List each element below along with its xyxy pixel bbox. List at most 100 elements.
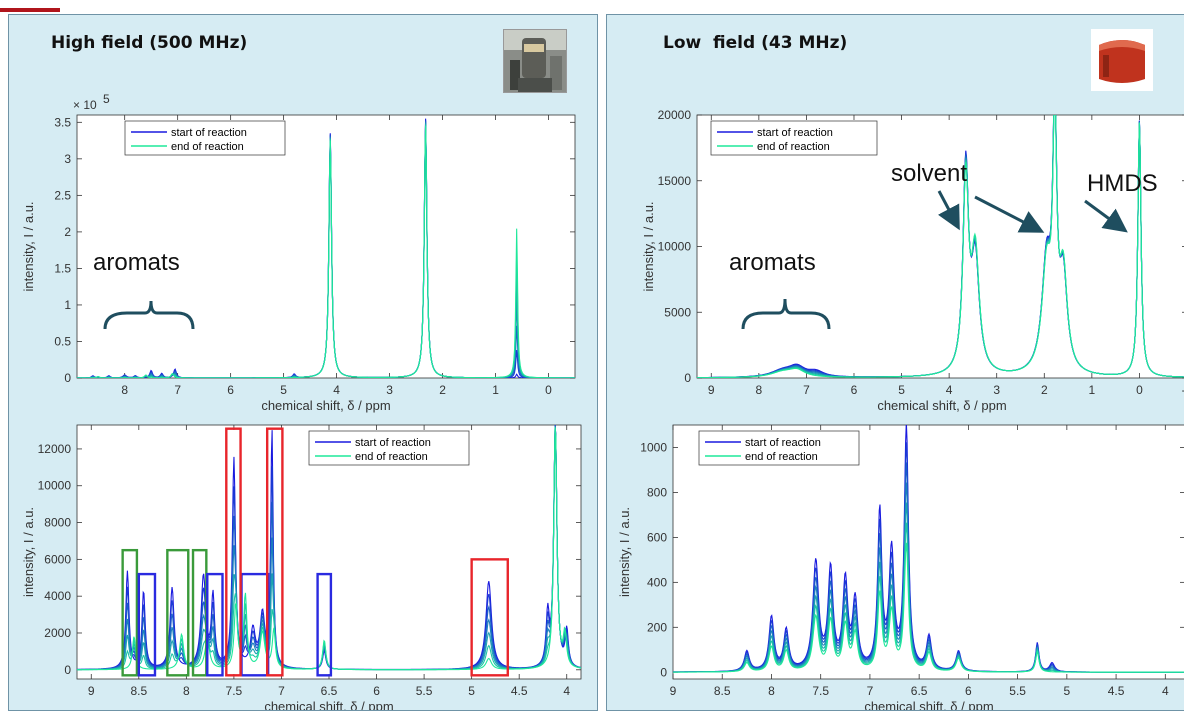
benchtop-nmr-photo-icon: [1091, 29, 1153, 91]
lf-full-xtick-label: -1: [1182, 383, 1184, 397]
lf-zoom-xtick-label: 9: [670, 684, 677, 698]
lf-full-plot-area: [696, 114, 1184, 379]
lf-zoom-xtick-label: 5: [1064, 684, 1071, 698]
lf-full-ytick-label: 0: [684, 371, 691, 385]
lf-full-ytick-label: 10000: [658, 240, 692, 254]
lf-full-xtick-label: 1: [1089, 383, 1096, 397]
high-field-zoom-spectrum: 9 8.5 8 7.5 7 6.5 6 5.5 5 4.5 4 0 2000 4000 6000 8000 10…: [21, 424, 582, 710]
lf-zoom-series-end: [673, 542, 1184, 673]
hf-zoom-xtick-label: 4: [563, 684, 570, 698]
hf-zoom-xtick-label: 8: [183, 684, 190, 698]
hf-full-xlabel: chemical shift, δ / ppm: [261, 398, 390, 413]
lf-full-series-group: [697, 115, 1184, 378]
solvent-arrow-2: [974, 195, 1045, 233]
hf-zoom-series-group: [77, 425, 581, 671]
hf-zoom-ylabel: intensity, I / a.u.: [21, 507, 36, 597]
lf-full-xtick-label: 6: [851, 383, 858, 397]
hf-zoom-ytick-label: 4000: [44, 589, 71, 603]
lf-full-legend: start of reaction end of reaction: [710, 120, 878, 156]
solvent-arrow-1: [937, 190, 960, 231]
high-field-title: High field (500 MHz): [51, 33, 248, 53]
hf-full-ytick-label: 2.5: [54, 188, 71, 202]
lf-zoom-xtick-label: 7.5: [812, 684, 829, 698]
lf-full-xtick-label: 0: [1136, 383, 1143, 397]
hf-zoom-xtick-label: 5: [468, 684, 475, 698]
hf-full-ytick-label: 0.5: [54, 334, 71, 348]
lf-full-xtick-label: 5: [898, 383, 905, 397]
hf-full-xtick-label: 2: [439, 383, 446, 397]
nmr-magnet-photo-icon: [503, 29, 567, 93]
hf-full-legend-label: start of reaction: [171, 127, 247, 139]
lf-zoom-legend-box: [698, 430, 860, 466]
high-field-panel: High field (500 MHz) 8 7 6 5 4 3 2 1 0 0 0.5 1 1.5 2 2…: [8, 14, 598, 711]
lf-zoom-ytick-label: 400: [647, 575, 667, 589]
hf-zoom-legend-label: end of reaction: [355, 451, 428, 463]
lf-zoom-xtick-label: 6.5: [911, 684, 928, 698]
hf-zoom-xtick-label: 7: [278, 684, 285, 698]
lf-full-xlabel: chemical shift, δ / ppm: [877, 398, 1006, 413]
solvent-label: solvent: [891, 160, 967, 187]
hf-zoom-xtick-label: 4.5: [511, 684, 528, 698]
hf-full-plot-area: [76, 114, 576, 379]
hf-full-series-end: [77, 125, 575, 378]
hf-zoom-legend-label: start of reaction: [355, 437, 431, 449]
hf-zoom-xtick-label: 6.5: [321, 684, 338, 698]
hf-zoom-plot-area: [76, 424, 582, 680]
hf-zoom-box-green: [166, 548, 190, 677]
red-accent-bar: [0, 8, 60, 12]
hf-zoom-legend-box: [308, 430, 470, 466]
hf-full-series-group: [77, 118, 575, 378]
lf-zoom-xtick-label: 5.5: [1009, 684, 1026, 698]
lf-zoom-legend: start of reaction end of reaction: [698, 430, 860, 466]
hf-zoom-box-blue: [137, 572, 157, 677]
lf-zoom-series-group: [673, 425, 1184, 673]
hf-zoom-ytick-label: 2000: [44, 626, 71, 640]
hf-full-multiplier: × 10: [73, 98, 97, 112]
hf-full-ytick-label: 1.5: [54, 261, 71, 275]
hf-full-xtick-label: 0: [545, 383, 552, 397]
lf-zoom-legend-label: end of reaction: [745, 451, 818, 463]
low-field-full-spectrum: 9 8 7 6 5 4 3 2 1 0 -1 0 5000 10000 15000 20000 chemical…: [641, 108, 1184, 413]
hf-full-xtick-label: 8: [121, 383, 128, 397]
lf-full-xtick-label: 4: [946, 383, 953, 397]
hf-zoom-legend: start of reaction end of reaction: [308, 430, 470, 466]
hf-zoom-box-green: [121, 548, 139, 677]
aromats-brace: [103, 300, 195, 330]
hf-full-ytick-label: 1: [64, 298, 71, 312]
hf-full-xtick-label: 7: [174, 383, 181, 397]
lf-full-ytick-label: 15000: [658, 174, 692, 188]
lf-full-series-end: [697, 115, 1184, 378]
lf-full-xtick-label: 2: [1041, 383, 1048, 397]
hf-full-legend-box: [124, 120, 286, 156]
hf-full-xtick-label: 6: [227, 383, 234, 397]
hf-zoom-xtick-label: 7.5: [226, 684, 243, 698]
lf-zoom-xtick-label: 8: [768, 684, 775, 698]
low-field-title: Low field (43 MHz): [663, 33, 848, 53]
hf-full-xtick-label: 1: [492, 383, 499, 397]
lf-full-xtick-label: 3: [993, 383, 1000, 397]
hf-zoom-box-red: [225, 427, 242, 677]
lf-zoom-ytick-label: 0: [660, 665, 667, 679]
hf-full-legend-label: end of reaction: [171, 141, 244, 153]
hf-full-xtick-label: 5: [280, 383, 287, 397]
hmds-arrow: [1084, 199, 1128, 233]
lf-zoom-xtick-label: 7: [867, 684, 874, 698]
hf-full-ytick-label: 3: [64, 152, 71, 166]
hf-zoom-box-red: [470, 558, 509, 677]
hf-zoom-ytick-label: 12000: [38, 442, 72, 456]
lf-full-legend-label: start of reaction: [757, 127, 833, 139]
lf-zoom-xlabel: chemical shift, δ / ppm: [864, 699, 993, 711]
hf-zoom-xtick-label: 5.5: [416, 684, 433, 698]
lf-zoom-xtick-label: 4: [1162, 684, 1169, 698]
lf-zoom-ytick-label: 800: [647, 485, 667, 499]
hf-zoom-series-end: [77, 427, 581, 671]
lf-full-ytick-label: 5000: [664, 305, 691, 319]
hf-full-ytick-label: 2: [64, 225, 71, 239]
hf-zoom-box-blue: [316, 572, 333, 677]
lf-zoom-legend-label: start of reaction: [745, 437, 821, 449]
lf-full-legend-label: end of reaction: [757, 141, 830, 153]
hf-full-xtick-label: 3: [386, 383, 393, 397]
aromats-brace: [741, 298, 831, 330]
hf-zoom-ytick-label: 8000: [44, 516, 71, 530]
hf-zoom-ytick-label: 10000: [38, 479, 72, 493]
